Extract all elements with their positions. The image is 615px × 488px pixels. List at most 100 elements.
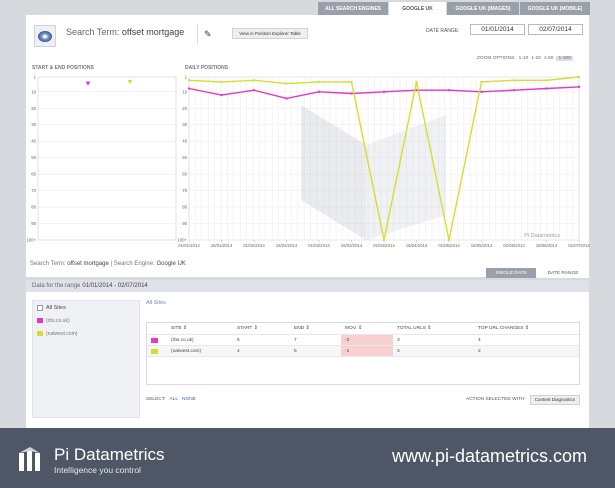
tab-google-uk-images[interactable]: GOOGLE UK (IMAGES) (447, 2, 519, 15)
select-label: SELECT: (146, 397, 166, 402)
x-tick-label: 01/02/2014 (243, 243, 265, 248)
start-end-chart-title: START & END POSITIONS (32, 65, 94, 71)
pi-logo-icon (19, 447, 40, 471)
tab-date-range[interactable]: DATE RANGE (537, 268, 589, 278)
date-from-input[interactable]: 01/01/2014 (470, 24, 525, 35)
col-end[interactable]: END ⇕ (294, 326, 310, 331)
search-term-heading: Search Term: offset mortgage (66, 27, 184, 37)
footer (0, 428, 615, 488)
engine-tabs: ALL SEARCH ENGINES GOOGLE UK GOOGLE UK (… (318, 2, 591, 15)
x-tick-label: 01/04/2014 (373, 243, 395, 248)
content-diagnostics-button[interactable]: Content Diagnostics (529, 394, 580, 405)
series-point (317, 90, 321, 94)
daily-chart-title: DAILY POSITIONS (185, 65, 229, 71)
col-total-urls[interactable]: TOTAL URLS ⇕ (397, 326, 432, 331)
y-tick-label: 60 (182, 172, 187, 177)
cell-start: 5 (237, 337, 240, 343)
daily-positions-chart: 1 10 20 30 40 50 60 70 80 90 100+ Pi Datametrics 01/… (177, 75, 590, 249)
y-tick-label: 80 (182, 205, 187, 210)
y-tick-label: 40 (31, 139, 36, 144)
x-tick-label: 16/05/2014 (471, 243, 493, 248)
website-url: www.pi-datametrics.com (392, 446, 588, 466)
cell-mov: -1 (341, 346, 393, 356)
select-none-link[interactable]: NONE (182, 397, 196, 402)
meta-engine: Google UK (156, 261, 186, 267)
x-tick-label: 01/07/2014 (568, 243, 590, 248)
zoom-option-1-100[interactable]: 1-100 (556, 56, 573, 61)
y-tick-label: 70 (31, 188, 36, 193)
series-point (252, 88, 256, 92)
series-point (317, 80, 321, 84)
x-tick-label: 01/06/2014 (503, 243, 525, 248)
series-point (285, 97, 288, 100)
all-sites-checkbox-row[interactable]: All Sites (33, 301, 139, 314)
site-item-rbs[interactable]: (rbs.co.uk) (33, 314, 139, 327)
table-row[interactable]: (natwest.com) 4 5 -1 3 2 (147, 345, 579, 356)
series-point (545, 79, 548, 82)
y-tick-label: 20 (182, 106, 187, 111)
color-swatch (37, 318, 43, 323)
x-tick-label: 16/02/2014 (276, 243, 298, 248)
tab-google-uk[interactable]: GOOGLE UK (389, 2, 446, 15)
x-tick-label: 16/04/2014 (406, 243, 428, 248)
x-tick-label: 16/01/2014 (211, 243, 233, 248)
tab-all-search-engines[interactable]: ALL SEARCH ENGINES (318, 2, 388, 15)
tab-google-uk-mobile[interactable]: GOOGLE UK (MOBILE) (520, 2, 590, 15)
series-point (415, 80, 418, 84)
series-point (220, 93, 223, 97)
series-point (512, 88, 516, 92)
x-tick-label: 16/06/2014 (536, 243, 558, 248)
site-item-natwest[interactable]: (natwest.com) (33, 327, 139, 340)
y-tick-label: 10 (182, 89, 187, 94)
zoom-option-1-10[interactable]: 1-10 (518, 56, 529, 61)
y-tick-label: 100+ (26, 238, 36, 243)
range-bar: Data for the range 01/01/2014 - 02/07/20… (26, 280, 589, 292)
checkbox-icon[interactable] (37, 304, 43, 311)
meta-engine-label: | Search Engine: (110, 261, 155, 267)
search-term-thumbnail (34, 25, 56, 47)
color-swatch (151, 337, 158, 343)
series-point (512, 79, 516, 82)
sites-list: All Sites (rbs.co.uk) (natwest.com) (32, 300, 140, 418)
select-all-link[interactable]: ALL (169, 397, 179, 402)
zoom-option-1-20[interactable]: 1-20 (531, 56, 541, 61)
zoom-option-1-50[interactable]: 1-50 (543, 56, 554, 61)
series-point (480, 80, 483, 84)
series-point (382, 238, 386, 242)
y-tick-label: 1 (185, 75, 188, 80)
select-bar: SELECT: ALL NONE ACTION SELECTED WITH: C… (146, 394, 580, 405)
start-position-marker (127, 79, 133, 84)
edit-pencil-icon[interactable]: ✎ (204, 29, 212, 39)
y-tick-label: 10 (31, 89, 36, 94)
y-tick-label: 1 (34, 75, 37, 80)
col-top-url-changes[interactable]: TOP URL CHANGES ⇕ (478, 326, 529, 331)
cell-urls: 3 (397, 337, 400, 343)
range-value: 01/01/2014 - 02/07/2014 (82, 283, 148, 289)
brand-name: Pi Datametrics (54, 445, 165, 464)
search-meta-line: Search Term: offset mortgage | Search En… (30, 261, 186, 267)
range-label: Data for the range (32, 283, 81, 289)
x-tick-label: 01/01/2014 (178, 243, 200, 248)
tab-single-date[interactable]: SINGLE DATE (486, 268, 536, 278)
col-start[interactable]: START ⇕ (237, 326, 258, 331)
col-site[interactable]: SITE ⇕ (171, 326, 188, 331)
color-swatch (37, 331, 43, 336)
color-swatch (151, 348, 158, 354)
cell-site: (natwest.com) (171, 348, 202, 354)
search-term-value: offset mortgage (121, 27, 185, 37)
date-to-input[interactable]: 02/07/2014 (528, 24, 583, 35)
col-mov[interactable]: MOV. ⇕ (345, 326, 363, 331)
position-explorer-button[interactable]: View in Position Explorer Table (232, 28, 308, 39)
cell-changes: 4 (478, 337, 481, 343)
series-point (447, 238, 451, 242)
range-tabs: SINGLE DATE DATE RANGE (486, 268, 590, 278)
watermark-logo (301, 105, 446, 240)
start-position-marker (85, 81, 91, 86)
table-row[interactable]: (rbs.co.uk) 5 7 -2 3 4 (147, 334, 579, 345)
x-tick-label: 16/03/2014 (341, 243, 363, 248)
series-point (187, 79, 191, 82)
sites-table-area: All Sites SITE ⇕ START ⇕ END ⇕ MOV. ⇕ TO… (146, 300, 580, 422)
series-point (350, 92, 353, 95)
action-label: ACTION SELECTED WITH: (466, 397, 526, 402)
cell-urls: 3 (397, 348, 400, 354)
